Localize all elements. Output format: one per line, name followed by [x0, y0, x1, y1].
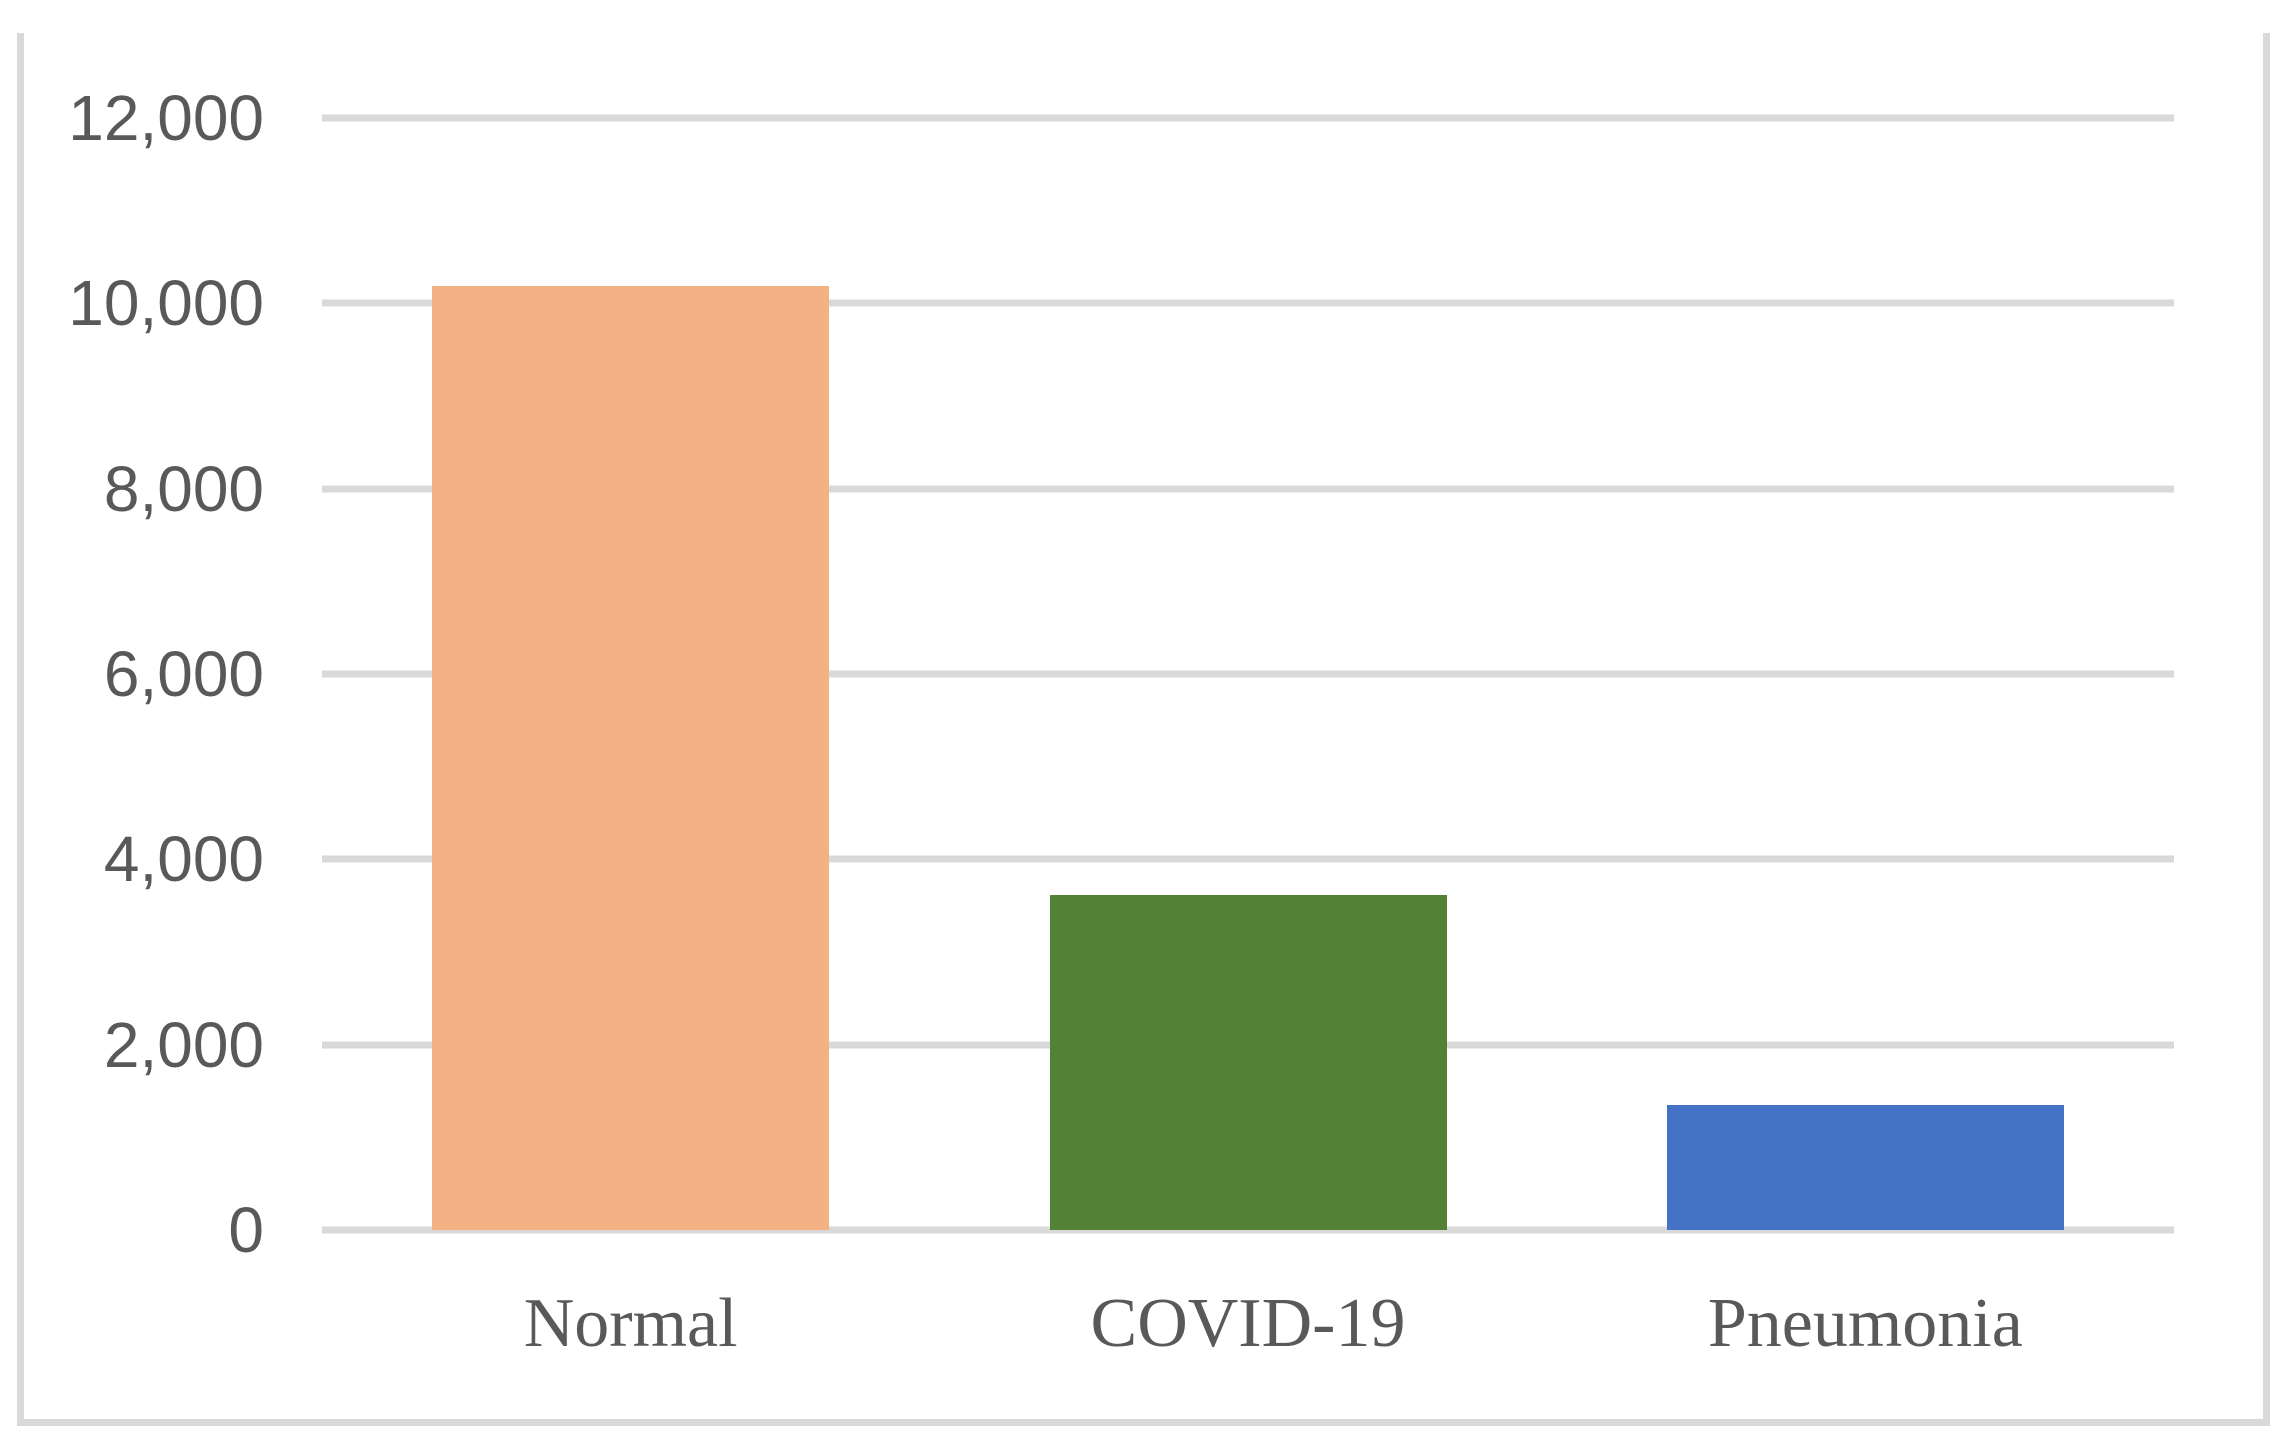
- gridline: [322, 670, 2174, 678]
- y-axis-tick-label: 12,000: [68, 82, 264, 154]
- gridline: [322, 855, 2174, 863]
- bar-covid-19: [1049, 894, 1447, 1230]
- y-axis-tick-label: 0: [228, 1194, 264, 1266]
- gridline: [322, 1226, 2174, 1234]
- plot-area: [322, 114, 2174, 1234]
- y-axis-tick-label: 8,000: [103, 452, 264, 525]
- bar-pneumonia: [1666, 1105, 2064, 1230]
- x-axis-category-label: COVID-19: [1090, 1285, 1406, 1362]
- chart-border-frame: [17, 33, 2270, 1426]
- x-axis-category-label: Normal: [523, 1285, 738, 1362]
- gridline: [322, 299, 2174, 307]
- y-axis-tick-label: 6,000: [103, 638, 264, 710]
- gridline: [322, 485, 2174, 493]
- bar-normal: [432, 285, 830, 1230]
- gridline: [322, 114, 2174, 122]
- x-axis-category-label: Pneumonia: [1707, 1285, 2023, 1362]
- y-axis-tick-label: 2,000: [103, 1008, 264, 1081]
- y-axis-tick-label: 10,000: [68, 267, 264, 340]
- y-axis-tick-label: 4,000: [103, 823, 264, 896]
